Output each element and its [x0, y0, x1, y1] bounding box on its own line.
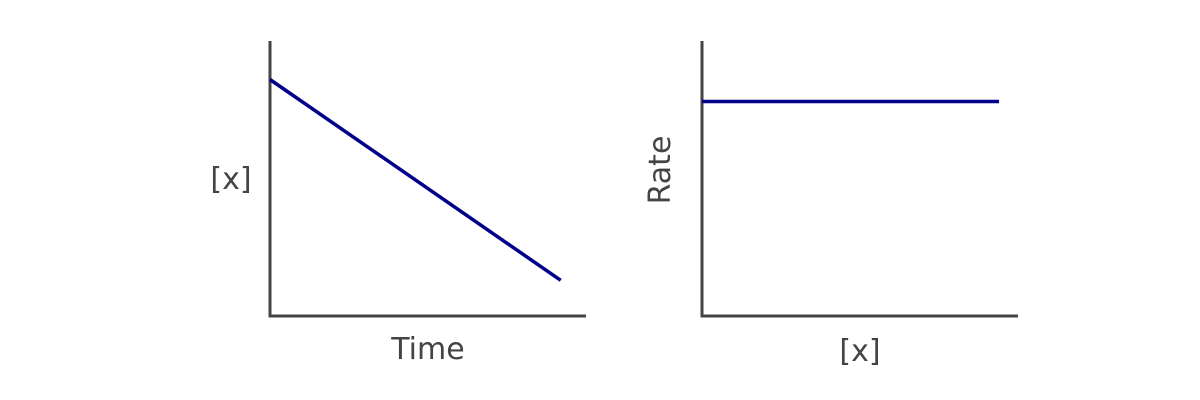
series-line — [269, 78, 562, 282]
y-axis-label: [x] — [210, 162, 251, 197]
chart-rate-vs-concentration: [x] Rate — [643, 41, 1018, 369]
axes-frame — [700, 41, 1018, 318]
axes-frame — [268, 41, 586, 318]
series-group — [269, 78, 562, 282]
y-axis-label: Rate — [643, 136, 678, 205]
x-axis-label: Time — [390, 332, 464, 367]
chart-concentration-vs-time: Time [x] — [210, 41, 586, 367]
x-axis-label: [x] — [839, 334, 880, 369]
